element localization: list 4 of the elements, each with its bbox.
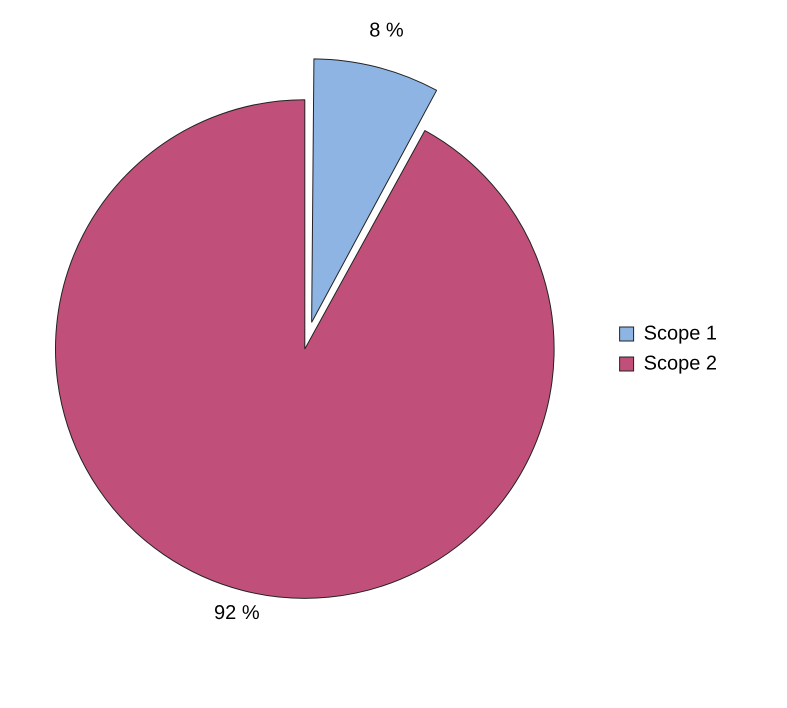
data-label: 92 %	[214, 602, 260, 624]
data-label: 8 %	[369, 20, 404, 42]
legend-label: Scope 2	[644, 352, 717, 375]
legend-label: Scope 1	[644, 322, 717, 345]
